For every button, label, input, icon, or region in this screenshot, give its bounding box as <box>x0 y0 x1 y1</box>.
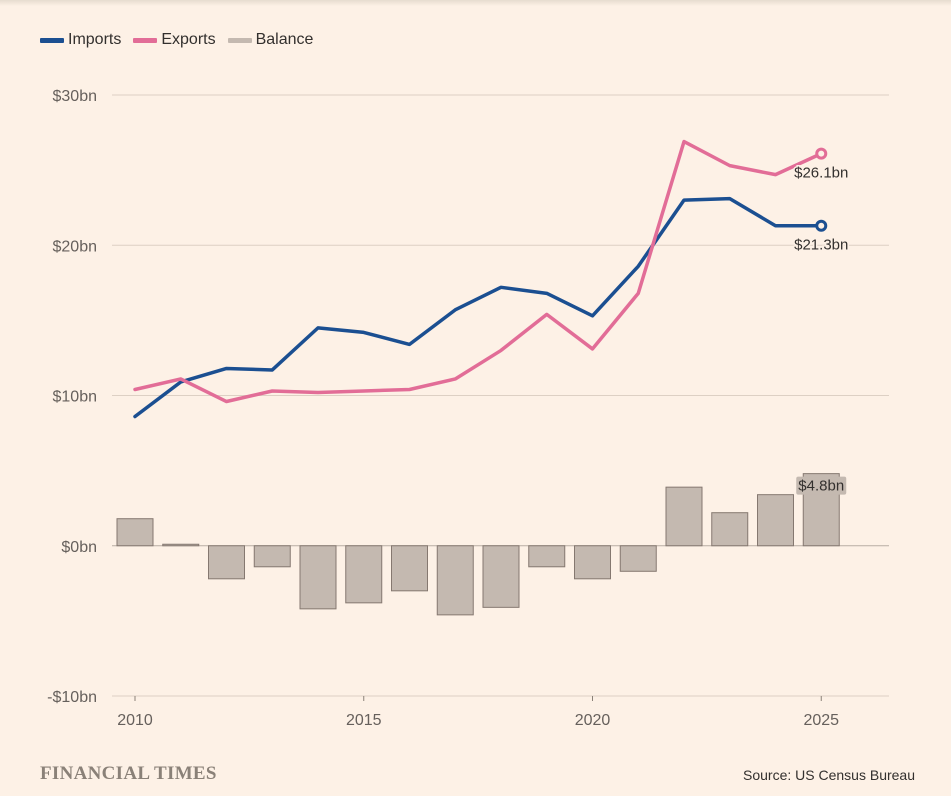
balance-bar-2014 <box>299 545 337 610</box>
legend-swatch-imports <box>40 37 64 43</box>
balance-bar-2012 <box>208 545 245 580</box>
balance-bar-2018 <box>482 545 520 608</box>
exports-value-label: $26.1bn <box>794 165 848 182</box>
exports-line <box>133 139 823 404</box>
balance-label-bg <box>796 476 847 495</box>
label-layer: $26.1bn $21.3bn $4.8bn <box>793 163 850 495</box>
imports-value-label: $21.3bn <box>794 237 848 254</box>
legend-item-balance: Balance <box>227 31 314 49</box>
legend-swatch-exports <box>133 37 158 43</box>
balance-bar-2013 <box>253 545 291 568</box>
line-layer <box>133 139 828 419</box>
balance-bar-2015 <box>345 545 383 604</box>
balance-bar-2016 <box>391 545 428 592</box>
balance-bar-2020 <box>574 545 611 580</box>
y-tick-label-4: -$10bn <box>47 689 97 706</box>
y-tick-label-3: $0bn <box>61 539 97 556</box>
imports-line <box>133 196 823 419</box>
x-tick-label-3: 2025 <box>803 712 839 729</box>
balance-bar-2011 <box>162 543 200 547</box>
legend-label-exports: Exports <box>161 31 216 48</box>
grid-layer: $30bn $20bn $10bn $0bn -$10bn 2010 2015 2020 202… <box>47 88 889 729</box>
balance-bar-2010 <box>116 518 154 547</box>
imports-end-marker <box>815 219 828 232</box>
x-tick-label-1: 2015 <box>346 712 382 729</box>
legend-item-imports: Imports <box>40 31 121 49</box>
y-tick-label-0: $30bn <box>53 88 98 105</box>
legend-label-balance: Balance <box>255 31 314 48</box>
y-tick-label-2: $10bn <box>53 389 98 406</box>
legend-label-imports: Imports <box>68 31 122 48</box>
y-tick-label-1: $20bn <box>53 238 98 255</box>
bar-layer <box>116 473 840 616</box>
balance-bar-2024 <box>757 494 794 547</box>
top-shadow <box>0 0 951 6</box>
exports-end-marker <box>815 147 828 160</box>
legend: Imports Exports Balance <box>40 31 325 49</box>
balance-bar-2021 <box>619 545 657 572</box>
balance-bar-2017 <box>436 545 474 616</box>
source-note: Source: US Census Bureau <box>743 767 915 783</box>
balance-bar-2023 <box>711 512 749 547</box>
balance-bar-2022 <box>665 486 703 547</box>
legend-item-exports: Exports <box>133 31 216 49</box>
x-tick-label-2: 2020 <box>575 712 611 729</box>
balance-bar-2019 <box>528 545 566 568</box>
legend-swatch-balance <box>227 37 252 43</box>
x-tick-label-0: 2010 <box>117 712 153 729</box>
balance-value-label: $4.8bn <box>798 478 844 495</box>
branding-logo: FINANCIAL TIMES <box>40 763 217 784</box>
